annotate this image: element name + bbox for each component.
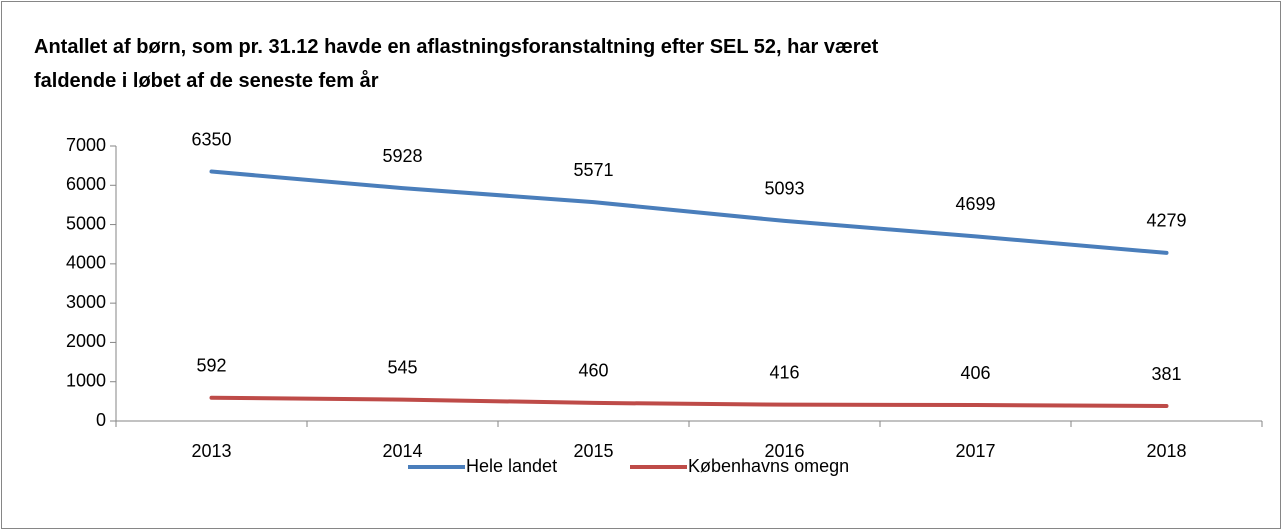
data-label: 5928 xyxy=(382,146,422,166)
data-label: 6350 xyxy=(191,129,231,149)
y-tick-label: 5000 xyxy=(66,213,106,233)
y-tick-label: 6000 xyxy=(66,174,106,194)
data-label: 406 xyxy=(960,363,990,383)
legend-label: Københavns omegn xyxy=(688,456,849,476)
data-label: 416 xyxy=(769,362,799,382)
x-tick-label: 2014 xyxy=(382,441,422,461)
y-tick-label: 7000 xyxy=(66,135,106,155)
data-label: 4279 xyxy=(1146,211,1186,231)
y-tick-label: 1000 xyxy=(66,370,106,390)
y-tick-label: 3000 xyxy=(66,292,106,312)
data-label: 460 xyxy=(578,361,608,381)
y-tick-label: 4000 xyxy=(66,253,106,273)
x-tick-label: 2013 xyxy=(191,441,231,461)
x-tick-label: 2016 xyxy=(764,441,804,461)
data-label: 5093 xyxy=(764,179,804,199)
series-line xyxy=(209,169,1169,255)
data-label: 545 xyxy=(387,357,417,377)
x-tick-label: 2017 xyxy=(955,441,995,461)
y-tick-label: 0 xyxy=(96,410,106,430)
y-tick-label: 2000 xyxy=(66,331,106,351)
legend-label: Hele landet xyxy=(466,456,557,476)
data-label: 5571 xyxy=(573,160,613,180)
chart-title: Antallet af børn, som pr. 31.12 havde en… xyxy=(34,36,879,92)
data-label: 4699 xyxy=(955,194,995,214)
series-line xyxy=(209,395,1169,409)
data-label: 592 xyxy=(196,355,226,375)
x-tick-label: 2015 xyxy=(573,441,613,461)
x-tick-label: 2018 xyxy=(1146,441,1186,461)
data-label: 381 xyxy=(1151,364,1181,384)
